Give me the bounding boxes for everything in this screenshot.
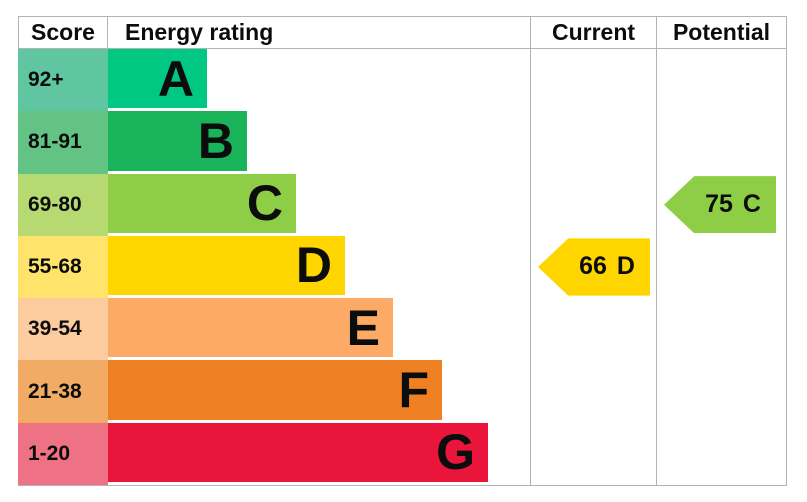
potential-cell <box>656 49 786 112</box>
band-row: 69-80 C 75 C <box>18 173 786 236</box>
current-arrow: 66 D <box>538 238 650 296</box>
band-letter: G <box>436 424 475 481</box>
rating-bar: E <box>108 298 393 358</box>
current-cell <box>530 49 656 112</box>
band-row: 39-54 E <box>18 298 786 361</box>
rating-bar-cell: B <box>108 111 530 173</box>
band-row: 92+ A <box>18 49 786 112</box>
rating-bar: A <box>108 49 207 109</box>
rating-bar-cell: D <box>108 235 530 298</box>
potential-arrow: 75 C <box>664 176 776 234</box>
table-header: Score Energy rating Current Potential <box>18 17 786 49</box>
score-range-cell: 21-38 <box>18 360 108 423</box>
current-value: 66 <box>579 252 607 281</box>
score-range-cell: 81-91 <box>18 111 108 174</box>
current-cell <box>530 360 656 423</box>
header-score: Score <box>18 17 108 48</box>
current-cell: 66 D <box>530 235 656 299</box>
rating-bar: F <box>108 360 442 420</box>
rating-bar: G <box>108 422 488 482</box>
header-current: Current <box>530 17 656 48</box>
band-letter: F <box>398 362 429 419</box>
header-energy-rating: Energy rating <box>125 19 274 45</box>
score-range-cell: 1-20 <box>18 422 108 485</box>
rating-bar-cell: A <box>108 49 530 111</box>
epc-rating-chart: Score Energy rating Current Potential 92… <box>18 16 787 486</box>
potential-cell <box>656 235 786 299</box>
score-range-cell: 69-80 <box>18 173 108 236</box>
potential-cell <box>656 111 786 174</box>
rating-bar: D <box>108 235 345 296</box>
band-letter: D <box>295 237 332 294</box>
current-letter: D <box>616 252 635 281</box>
current-cell <box>530 422 656 485</box>
potential-cell <box>656 360 786 423</box>
band-letter: C <box>246 175 283 232</box>
current-cell <box>530 111 656 174</box>
rating-bar-cell: C <box>108 173 530 236</box>
current-cell <box>530 298 656 361</box>
score-range-cell: 39-54 <box>18 298 108 361</box>
potential-cell <box>656 298 786 361</box>
score-range-cell: 92+ <box>18 49 108 112</box>
band-row: 21-38 F <box>18 360 786 423</box>
rating-bar-cell: E <box>108 298 530 360</box>
band-row: 1-20 G <box>18 422 786 485</box>
current-cell <box>530 173 656 236</box>
rating-bar: B <box>108 111 247 171</box>
band-letter: A <box>157 50 194 107</box>
rating-bar: C <box>108 173 296 233</box>
rating-bar-cell: G <box>108 422 530 485</box>
band-rows: 92+ A 81-91 B 69-80 C 75 C 55-68 <box>18 49 786 485</box>
band-letter: B <box>197 112 234 169</box>
header-potential: Potential <box>656 17 786 48</box>
score-range-cell: 55-68 <box>18 235 108 299</box>
band-row: 55-68 D 66 D <box>18 235 786 299</box>
potential-cell: 75 C <box>656 173 786 236</box>
potential-value: 75 <box>705 190 733 219</box>
band-row: 81-91 B <box>18 111 786 174</box>
rating-bar-cell: F <box>108 360 530 422</box>
band-letter: E <box>346 299 380 356</box>
potential-letter: C <box>742 190 761 219</box>
potential-cell <box>656 422 786 485</box>
